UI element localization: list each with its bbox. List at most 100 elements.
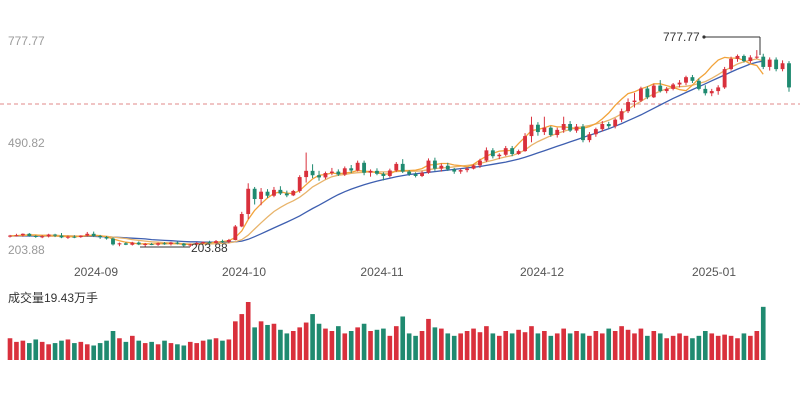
candle: [606, 121, 611, 129]
candle: [568, 121, 573, 133]
candle-body: [175, 242, 180, 244]
volume-bar: [26, 343, 32, 360]
volume-bar: [458, 333, 463, 360]
candle-body: [529, 124, 534, 137]
volume-bar: [59, 340, 64, 360]
candle-body: [484, 150, 489, 161]
candle: [632, 92, 637, 108]
volume-bar: [400, 316, 406, 360]
candle: [143, 242, 148, 247]
candle: [600, 121, 605, 132]
volume-bar: [239, 314, 245, 360]
candle-body: [439, 165, 444, 169]
candle: [98, 234, 103, 239]
volume-bar: [310, 314, 315, 360]
candle: [767, 57, 772, 71]
candle-body: [690, 77, 695, 81]
volume-bar: [20, 340, 26, 360]
volume-bar: [574, 331, 579, 360]
volume-bar: [142, 343, 148, 360]
candle: [104, 235, 109, 240]
candle-body: [780, 63, 785, 70]
candle-body: [194, 242, 199, 245]
candle-body: [207, 242, 212, 244]
candle-body: [626, 102, 630, 112]
candle-body: [156, 243, 161, 245]
volume-bar: [748, 335, 753, 360]
volume-bar: [715, 335, 721, 360]
candle-body: [111, 238, 115, 245]
candle: [394, 162, 399, 172]
volume-bar: [645, 335, 650, 360]
candle: [278, 186, 283, 195]
candle: [59, 233, 64, 239]
volume-bar: [33, 339, 39, 360]
candle: [304, 152, 309, 183]
candle: [8, 234, 12, 238]
volume-bar: [245, 302, 251, 360]
volume-bar: [522, 332, 528, 360]
candle: [664, 87, 669, 94]
volume-bar: [104, 340, 109, 360]
candle: [452, 167, 457, 174]
volume-bar: [683, 335, 689, 360]
candle: [729, 56, 733, 71]
volume-bar: [413, 335, 418, 360]
candle: [484, 147, 489, 163]
candle-body: [600, 124, 605, 130]
volume-bar: [368, 331, 373, 360]
volume-bar: [567, 333, 573, 360]
high-annotation: 777.77: [663, 30, 761, 55]
volume-bar: [554, 333, 560, 360]
volume-bar: [72, 343, 77, 360]
candle: [426, 158, 431, 174]
candle: [27, 233, 32, 237]
candle-body: [420, 172, 424, 176]
volume-bar: [303, 322, 309, 360]
candle: [677, 80, 682, 88]
volume-bar: [278, 329, 283, 360]
candle-body: [53, 234, 57, 236]
candle: [542, 116, 547, 135]
volume-bar: [187, 341, 193, 360]
candle-body: [272, 189, 276, 196]
volume-bar: [760, 306, 766, 360]
volume-bar: [207, 339, 212, 360]
volume-bar: [529, 326, 534, 360]
candle-body: [651, 85, 656, 98]
candle: [761, 53, 766, 70]
candle: [272, 186, 276, 198]
candle: [490, 148, 495, 159]
candle: [46, 233, 51, 238]
candle-body: [72, 236, 77, 238]
x-tick-2024-09: 2024-09: [74, 265, 118, 279]
volume-bar: [381, 328, 386, 360]
x-axis: 2024-09 2024-10 2024-11 2024-12 2025-01: [74, 265, 736, 279]
candle-body: [742, 55, 746, 62]
candle: [754, 50, 759, 59]
volume-bar: [651, 331, 657, 360]
volume-bar: [220, 340, 225, 360]
volume-bar: [690, 338, 695, 360]
candle: [722, 66, 727, 89]
volume-bar: [632, 333, 637, 360]
volume-bar: [477, 332, 483, 360]
candle-body: [548, 127, 553, 135]
volume-bar: [606, 328, 612, 360]
candle: [535, 122, 540, 136]
volume-bar: [355, 327, 360, 360]
volume-bar: [175, 344, 180, 360]
candle: [284, 190, 289, 198]
volume-bar: [252, 327, 257, 360]
candle-body: [233, 226, 238, 241]
volume-bar: [233, 321, 238, 360]
candle-body: [14, 235, 19, 237]
candle-body: [606, 124, 611, 127]
candle-body: [561, 124, 566, 130]
volume-bar: [14, 341, 19, 360]
volume-bar: [542, 331, 547, 360]
volume-bar: [200, 340, 206, 360]
candle: [671, 83, 676, 91]
candle-body: [684, 77, 688, 83]
